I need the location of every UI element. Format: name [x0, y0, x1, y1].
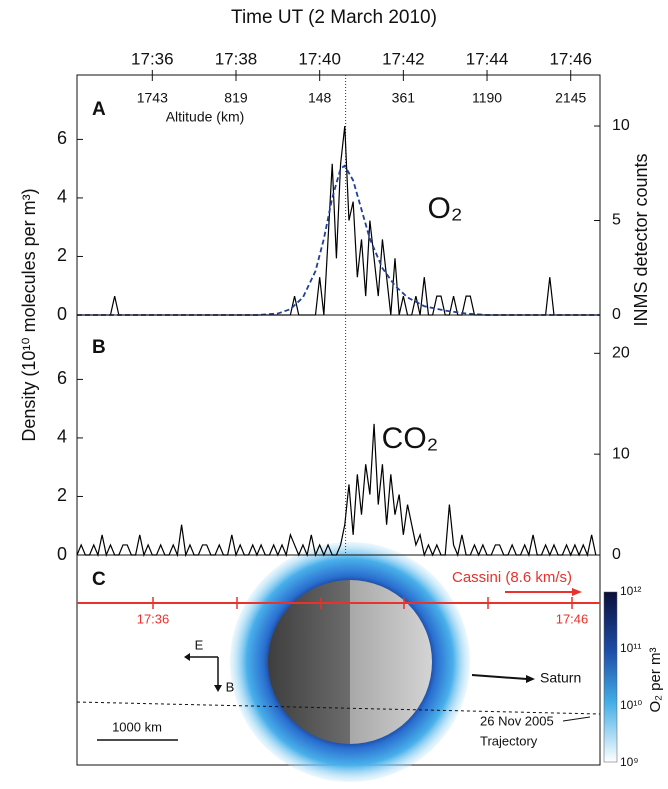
plot-frame	[76, 74, 601, 316]
data-line	[76, 423, 597, 558]
y-tick-label: 2	[57, 485, 67, 505]
y2-tick-label: 20	[612, 345, 630, 362]
colorbar	[603, 591, 618, 763]
saturn-label: Saturn	[540, 670, 581, 686]
altitude-value: 148	[308, 90, 332, 106]
field-b: B	[226, 679, 235, 694]
y2-tick-label: 10	[612, 445, 630, 462]
x-tick-label: 17:36	[131, 49, 174, 68]
figure-title: Time UT (2 March 2010)	[231, 7, 437, 28]
y-axis-label: Density (10¹⁰ molecules per m³)	[19, 188, 39, 441]
data-line	[77, 125, 600, 316]
y-tick-label: 6	[57, 128, 67, 148]
colorbar-label: O₂ per m³	[647, 648, 664, 713]
y-tick-label: 0	[57, 544, 67, 564]
altitude-value: 1190	[472, 90, 502, 106]
data-line	[77, 164, 600, 316]
x-tick-label: 17:44	[466, 49, 509, 68]
altitude-value: 819	[224, 90, 248, 106]
annotation: O₂	[428, 192, 463, 225]
colorbar-tick: 10¹²	[620, 584, 641, 598]
altitude-value: 1743	[137, 90, 168, 106]
panel-label: A	[92, 99, 106, 120]
altitude-value: 361	[392, 90, 416, 106]
field-arrows	[190, 656, 219, 685]
x-tick-label: 17:38	[215, 49, 258, 68]
y2-tick-label: 0	[612, 546, 621, 563]
saturn-arrow	[471, 674, 528, 680]
panel-c: Cassini (8.6 km/s) 17:36 17:46 E B Satur…	[76, 542, 664, 782]
altitude-value: 2145	[555, 90, 586, 106]
x-tick-label: 17:40	[298, 49, 341, 68]
colorbar-tick: 10¹⁰	[620, 698, 642, 712]
trajectory-label: Trajectory	[480, 733, 538, 748]
field-e: E	[195, 637, 204, 652]
colorbar-tick: 10¹¹	[620, 641, 641, 655]
y-tick-label: 0	[57, 304, 67, 324]
panel-label: C	[92, 569, 106, 590]
colorbar-tick: 10⁹	[620, 755, 639, 769]
y2-axis-label: INMS detector counts	[631, 153, 651, 326]
altitude-label: Altitude (km)	[166, 109, 245, 125]
enceladus	[268, 580, 432, 744]
scale-label: 1000 km	[112, 719, 162, 734]
y-tick-label: 6	[57, 368, 67, 388]
time-label: 17:46	[556, 611, 589, 626]
x-tick-label: 17:42	[382, 49, 425, 68]
y2-tick-label: 0	[612, 306, 621, 323]
trajectory-pointer	[562, 716, 591, 722]
y-tick-label: 4	[57, 187, 67, 207]
y-tick-label: 4	[57, 427, 67, 447]
y-tick-label: 2	[57, 245, 67, 265]
track-ticks	[152, 597, 573, 609]
plot-frame	[76, 314, 601, 556]
panel-label: B	[92, 337, 106, 358]
arrow-head	[526, 675, 535, 683]
trajectory-date: 26 Nov 2005	[480, 713, 554, 728]
cassini-label: Cassini (8.6 km/s)	[452, 569, 572, 586]
arrow-head	[572, 588, 582, 596]
time-label: 17:36	[137, 611, 170, 626]
arrow-heads	[184, 653, 222, 692]
y2-tick-label: 10	[612, 117, 630, 134]
x-tick-label: 17:46	[549, 49, 592, 68]
y2-tick-label: 5	[612, 212, 621, 229]
annotation: CO₂	[382, 422, 439, 455]
